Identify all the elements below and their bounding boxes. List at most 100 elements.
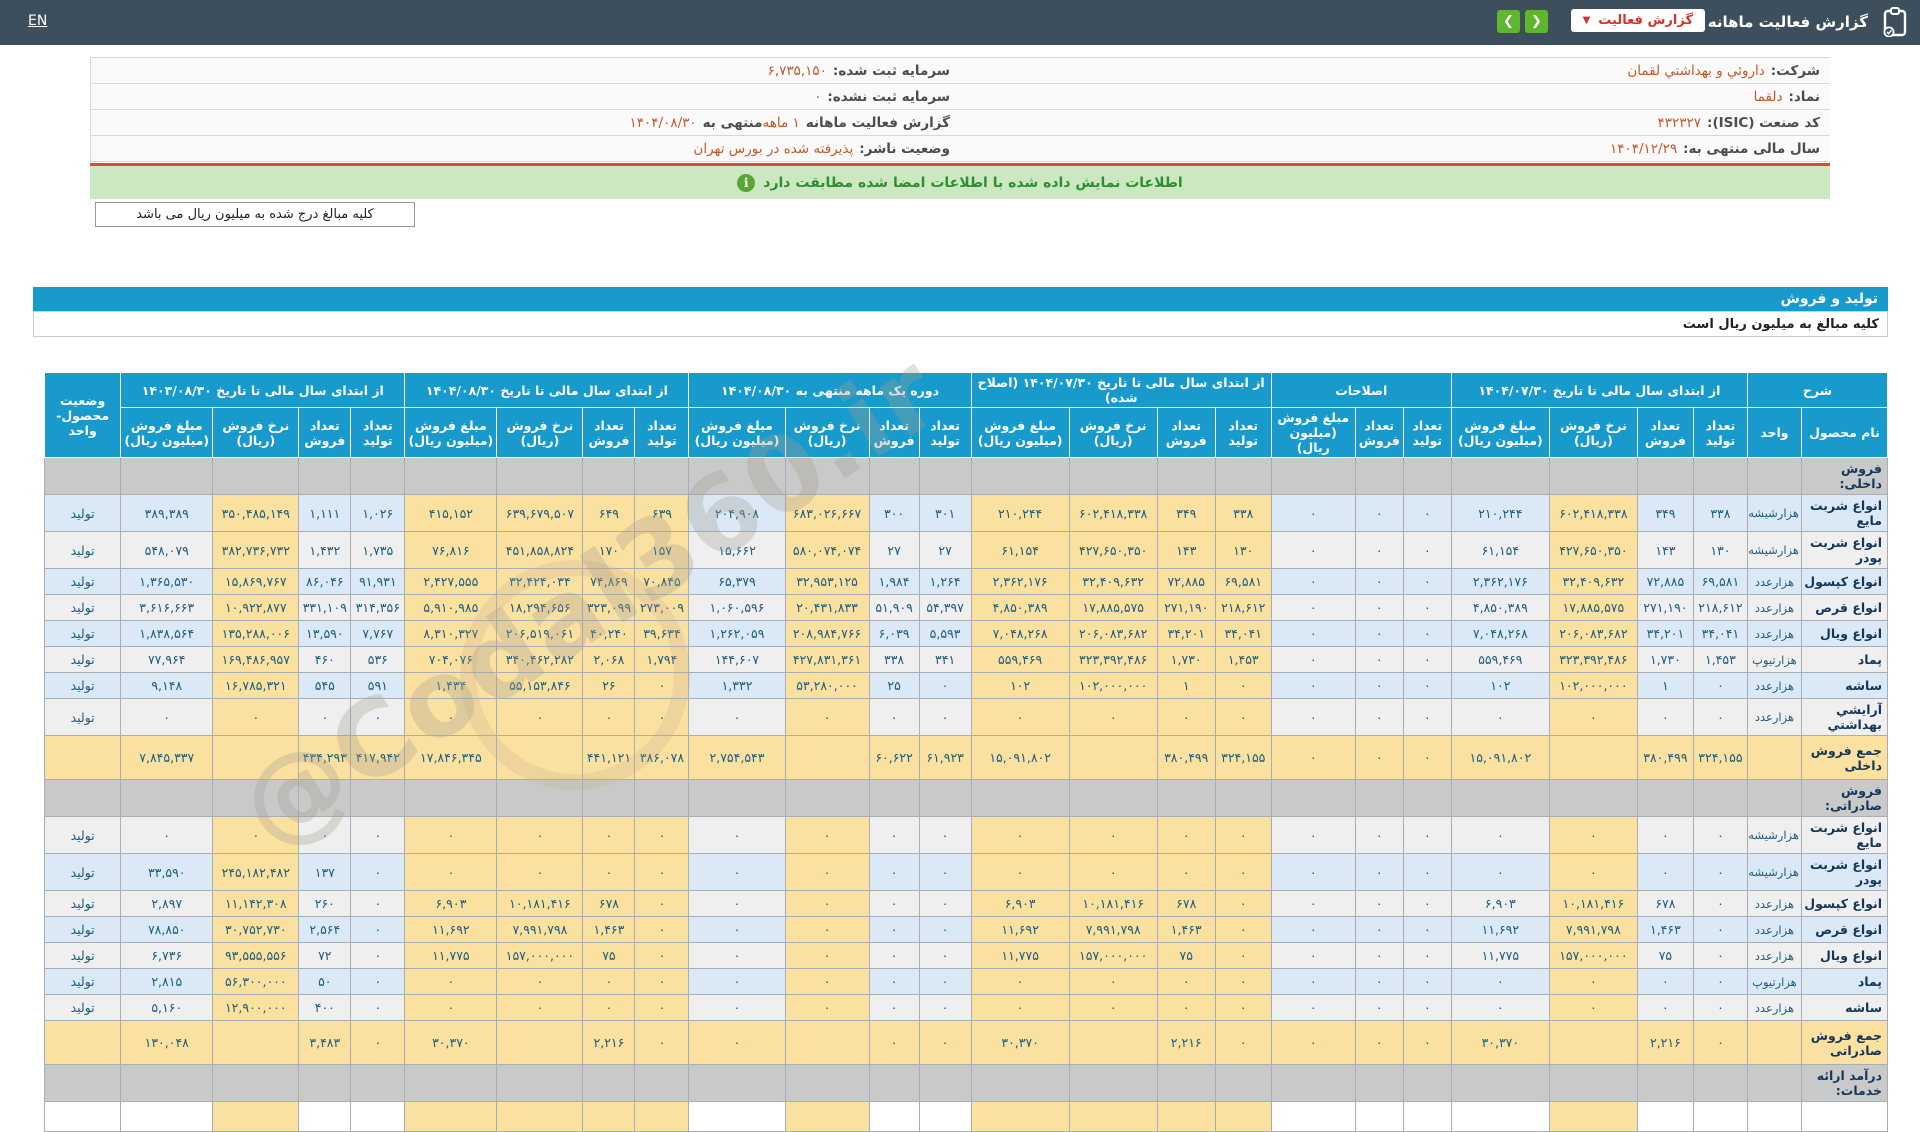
column-header: تعداد فروش <box>582 407 636 458</box>
value-cell: ۲,۵۶۴ <box>298 916 352 943</box>
nav-next-button[interactable]: ❯ <box>1525 10 1548 33</box>
value-cell: ۰ <box>1270 994 1356 1021</box>
value-cell: ۱,۲۶۲,۰۵۹ <box>688 620 786 647</box>
product-name-cell: انواع کپسول <box>1800 890 1889 917</box>
value-cell: ۰ <box>688 890 786 917</box>
value-cell: ۱۲,۹۰۰,۰۰۰ <box>212 994 300 1021</box>
value-cell <box>404 457 498 495</box>
company-info-cell: سرمایه ثبت نشده: ۰ <box>90 84 960 109</box>
value-cell: ۱,۸۳۸,۵۶۴ <box>120 620 214 647</box>
column-header: نرخ فروش (ریال) <box>212 407 300 458</box>
value-cell <box>868 1064 920 1102</box>
value-cell: ۶۳۹ <box>634 494 690 532</box>
value-cell: ۱۱,۷۷۵ <box>1450 942 1550 969</box>
value-cell: ۰ <box>350 942 406 969</box>
value-cell: ۱,۴۵۳ <box>1214 646 1272 673</box>
unit-cell: هزارشیشه <box>1746 853 1802 891</box>
info-value: ۰ <box>814 88 822 105</box>
value-cell <box>1636 457 1694 495</box>
value-cell: ۰ <box>1402 916 1452 943</box>
value-cell: ۰ <box>1354 816 1404 854</box>
value-cell <box>784 457 870 495</box>
value-cell: ۰ <box>404 853 498 891</box>
value-cell: ۱,۴۶۳ <box>582 916 636 943</box>
value-cell: ۱,۳۳۲ <box>688 672 786 699</box>
value-cell: ۱,۰۶۰,۵۹۶ <box>688 594 786 621</box>
product-name-cell: ساشه <box>1800 672 1889 699</box>
value-cell <box>918 1064 972 1102</box>
value-cell: ۰ <box>970 698 1070 736</box>
value-cell: ۰ <box>1636 968 1694 995</box>
value-cell: ۰ <box>1270 672 1356 699</box>
value-cell: ۰ <box>784 994 870 1021</box>
value-cell: ۰ <box>1354 916 1404 943</box>
unit-cell: هزارعدد <box>1746 568 1802 595</box>
value-cell: ۱۰۲ <box>970 672 1070 699</box>
product-name-cell: فروش داخلی: <box>1800 457 1889 495</box>
value-cell: ۶۳۹,۶۷۹,۵۰۷ <box>496 494 584 532</box>
unit-cell: هزارعدد <box>1746 672 1802 699</box>
table-row: انواع قرص هزارعدد ۲۱۸,۶۱۲ ۲۷۱,۱۹۰ ۱۷,۸۸۵,۵۷۵… <box>43 594 1889 621</box>
value-cell: ۱,۴۶۳ <box>1156 916 1216 943</box>
value-cell: ۰ <box>688 698 786 736</box>
value-cell <box>298 779 352 817</box>
value-cell: ۱۰,۹۲۲,۸۷۷ <box>212 594 300 621</box>
value-cell: ۳۴۹ <box>1636 494 1694 532</box>
value-cell <box>1548 1064 1638 1102</box>
value-cell: ۰ <box>1692 853 1748 891</box>
value-cell: ۰ <box>1402 994 1452 1021</box>
table-row: انواع شربت پودر هزارشیشه ۰ ۰ ۰ ۰ ۰ ۰ ۰ ۰ ۰ ۰ ۰ ۰ ۰ ۰ ۰ ۰ ۰… <box>43 853 1889 891</box>
value-cell: ۱۵۷,۰۰۰,۰۰۰ <box>1548 942 1638 969</box>
value-cell: ۴۱۵,۱۵۲ <box>404 494 498 532</box>
column-group-header: دوره یک ماهه منتهی به ۱۴۰۴/۰۸/۳۰ <box>688 372 972 408</box>
value-cell: ۱۰,۱۸۱,۴۱۶ <box>1068 890 1158 917</box>
value-cell <box>212 779 300 817</box>
value-cell: ۵۴۸,۰۷۹ <box>120 531 214 569</box>
report-type-dropdown-label: گزارش فعالیت <box>1598 13 1693 28</box>
report-type-dropdown[interactable]: گزارش فعالیت ▼ <box>1570 9 1705 32</box>
value-cell: ۳۰۱ <box>918 494 972 532</box>
value-cell: ۳۰,۷۵۲,۷۳۰ <box>212 916 300 943</box>
value-cell: ۳۸۹,۳۸۹ <box>120 494 214 532</box>
value-cell: ۳۴۰,۴۶۲,۲۸۲ <box>496 646 584 673</box>
value-cell: ۰ <box>496 816 584 854</box>
value-cell: ۹۳,۵۵۵,۵۵۶ <box>212 942 300 969</box>
value-cell: ۳۴,۰۴۱ <box>1692 620 1748 647</box>
value-cell <box>784 779 870 817</box>
company-info-cell: نماد: دلقما <box>960 84 1830 109</box>
status-cell <box>43 457 122 495</box>
value-cell: ۰ <box>1354 853 1404 891</box>
value-cell: ۰ <box>1692 698 1748 736</box>
value-cell: ۰ <box>1270 531 1356 569</box>
value-cell: ۰ <box>1156 816 1216 854</box>
value-cell: ۷,۹۹۱,۷۹۸ <box>1548 916 1638 943</box>
value-cell: ۰ <box>1270 968 1356 995</box>
company-info-row: کد صنعت (ISIC): ۴۳۲۳۲۷ گزارش فعالیت ماهانه… <box>90 110 1830 136</box>
status-cell: تولید <box>43 698 122 736</box>
info-label: کد صنعت (ISIC): <box>1707 114 1820 131</box>
value-cell <box>1270 779 1356 817</box>
value-cell: ۰ <box>350 698 406 736</box>
value-cell: ۳۲,۴۰۹,۶۳۲ <box>1548 568 1638 595</box>
value-cell: ۲۰۶,۰۸۳,۶۸۲ <box>1548 620 1638 647</box>
value-cell <box>1450 1101 1550 1132</box>
value-cell: ۰ <box>1450 816 1550 854</box>
value-cell <box>1450 1064 1550 1102</box>
value-cell: ۰ <box>634 890 690 917</box>
value-cell: ۰ <box>350 916 406 943</box>
value-cell <box>868 457 920 495</box>
nav-previous-button[interactable]: ❮ <box>1497 10 1520 33</box>
product-name-cell: انواع ویال <box>1800 942 1889 969</box>
value-cell <box>298 457 352 495</box>
value-cell: ۱۰۲,۰۰۰,۰۰۰ <box>1068 672 1158 699</box>
column-header: تعداد تولید <box>1214 407 1272 458</box>
page-title: گزارش فعالیت ماهانه <box>1707 13 1868 31</box>
language-toggle-en[interactable]: EN <box>28 13 48 29</box>
value-cell <box>404 1064 498 1102</box>
value-cell: ۷,۸۴۵,۳۳۷ <box>120 735 214 780</box>
value-cell: ۶۷۸ <box>1636 890 1694 917</box>
value-cell: ۰ <box>1402 816 1452 854</box>
column-header: مبلغ فروش (میلیون ریال) <box>970 407 1070 458</box>
value-cell: ۰ <box>1692 942 1748 969</box>
info-label: سرمایه ثبت شده: <box>832 62 950 79</box>
